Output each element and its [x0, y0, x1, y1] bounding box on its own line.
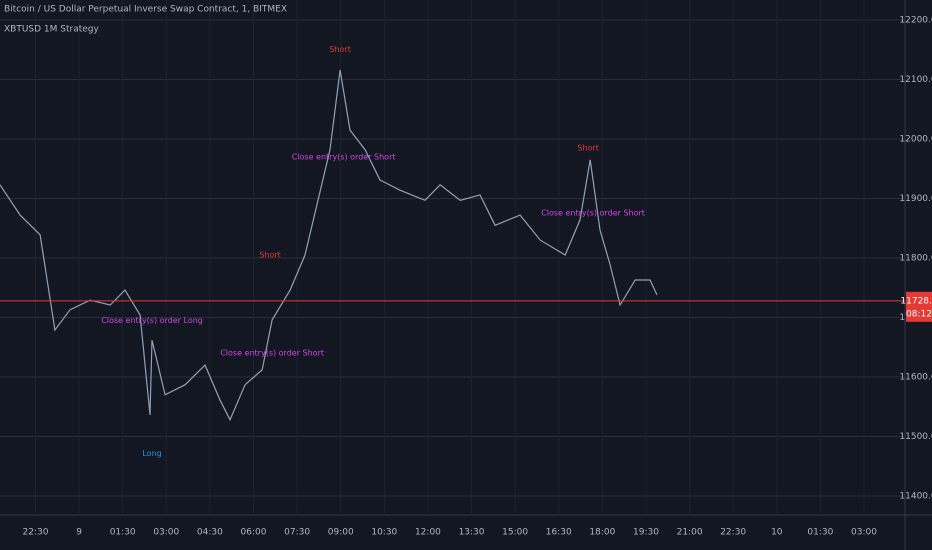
countdown: 08:12 [906, 309, 932, 319]
current-price-tag [906, 291, 932, 322]
y-tick-label: 11800.0 [899, 253, 932, 263]
signal-label: Short [329, 45, 350, 54]
x-tick-label: 19:30 [633, 528, 659, 538]
x-tick-label: 03:00 [851, 528, 877, 538]
chart-title: Bitcoin / US Dollar Perpetual Inverse Sw… [4, 5, 287, 15]
signal-label: Close entry(s) order Long [101, 316, 203, 325]
x-tick-label: 10 [771, 528, 783, 538]
y-tick-label: 11600.0 [899, 372, 932, 382]
x-tick-label: 01:30 [807, 528, 833, 538]
current-price-label: 11728.0 [900, 296, 932, 306]
y-tick-label: 12000.0 [899, 134, 932, 144]
x-tick-label: 22:30 [720, 528, 746, 538]
x-tick-label: 07:30 [284, 528, 310, 538]
signal-label: Close entry(s) order Short [220, 349, 324, 358]
signal-label: Close entry(s) order Short [292, 152, 396, 161]
x-tick-label: 03:00 [153, 528, 179, 538]
x-tick-label: 21:00 [677, 528, 703, 538]
x-tick-label: 01:30 [110, 528, 136, 538]
y-tick-label: 11500.0 [899, 432, 932, 442]
x-tick-label: 06:00 [241, 528, 267, 538]
y-tick-label: 12200.0 [899, 15, 932, 25]
x-tick-label: 10:30 [371, 528, 397, 538]
x-tick-label: 12:00 [415, 528, 441, 538]
y-tick-label: 11400.0 [899, 491, 932, 501]
x-tick-label: 16:30 [546, 528, 572, 538]
strategy-name: XBTUSD 1M Strategy [4, 25, 100, 35]
y-tick-label: 11900.0 [899, 194, 932, 204]
y-tick-label: 12100.0 [899, 75, 932, 85]
signal-label: Short [577, 143, 598, 152]
x-tick-label: 9 [76, 528, 82, 538]
x-tick-label: 09:00 [328, 528, 354, 538]
x-tick-label: 15:00 [502, 528, 528, 538]
signal-label: Long [142, 449, 161, 458]
x-tick-label: 04:30 [197, 528, 223, 538]
x-tick-label: 18:00 [589, 528, 615, 538]
signal-label: Short [259, 251, 280, 260]
signal-label: Close entry(s) order Short [541, 208, 645, 217]
price-line-series [0, 69, 658, 422]
x-tick-label: 22:30 [22, 528, 48, 538]
x-tick-label: 13:30 [459, 528, 485, 538]
